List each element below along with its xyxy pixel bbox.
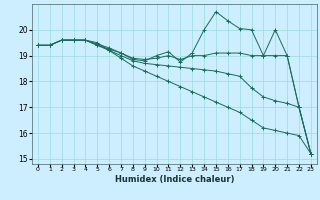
X-axis label: Humidex (Indice chaleur): Humidex (Indice chaleur) xyxy=(115,175,234,184)
